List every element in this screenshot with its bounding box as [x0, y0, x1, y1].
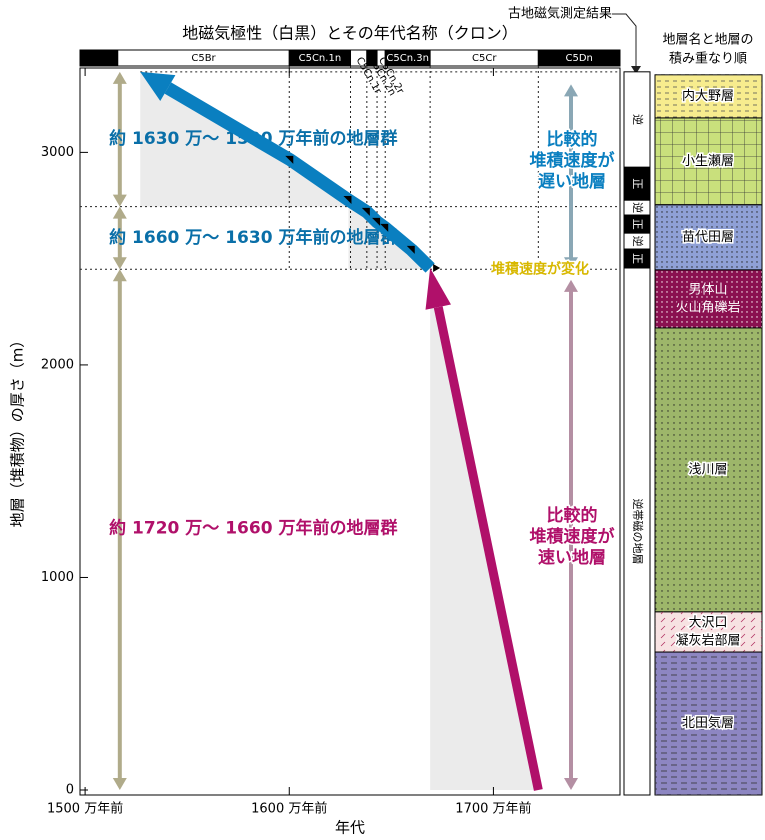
stratum-label: 男体山: [688, 282, 727, 297]
rate-label: 比較的: [547, 129, 598, 150]
rate-label: 速い地層: [538, 547, 606, 568]
x-tick-label: 1500 万年前: [47, 801, 123, 817]
rate-label: 比較的: [547, 505, 598, 526]
polarity-segment: [623, 267, 651, 796]
marker: [406, 245, 415, 254]
stratum-pattern: [655, 327, 762, 612]
stratum-label: 火山角礫岩: [675, 299, 740, 315]
series-line: [433, 306, 543, 791]
rate-arrow-head: [564, 279, 579, 292]
stratum-label: 大沢口: [688, 615, 727, 630]
marker: [380, 223, 389, 232]
stratum-label: 浅川層: [688, 462, 727, 477]
stratum-label: 小生瀬層: [682, 154, 734, 169]
change-label: 堆積速度が変化: [491, 260, 589, 277]
group-label: 約 1720 万〜 1660 万年前の地層群: [109, 518, 397, 539]
strata-title: 地層名と地層の: [662, 32, 753, 48]
marker: [285, 155, 294, 164]
paleomag-title: 古地磁気測定結果: [508, 6, 612, 22]
stratum-label: 北田気層: [682, 715, 734, 731]
y-tick-label: 1000: [41, 570, 74, 585]
leader-head: [631, 66, 641, 74]
stratum-pattern: [655, 117, 762, 205]
group-arrow-head: [112, 194, 127, 207]
stratum-pattern: [655, 611, 762, 653]
plot-frame: [79, 67, 621, 796]
stratum-pattern: [655, 204, 762, 270]
x-tick-label: 1600 万年前: [251, 801, 327, 817]
chron-segment: [537, 49, 621, 67]
stratum-pattern: [655, 269, 762, 328]
arrow-head: [425, 268, 451, 310]
chart-title: 地磁気極性（白黒）とその年代名称（クロン）: [182, 24, 518, 43]
rate-arrow-head: [564, 778, 579, 791]
strata-title: 積み重なり順: [669, 51, 747, 67]
rate-arrow-head: [564, 84, 579, 97]
stratum-pattern: [655, 652, 762, 795]
group-arrow-head: [112, 269, 127, 282]
leader: [612, 13, 637, 68]
x-axis-label: 年代: [335, 819, 365, 837]
stratum-label: 凝灰岩部層: [675, 632, 740, 648]
group-arrow-head: [112, 71, 127, 84]
marker: [361, 207, 370, 216]
y-tick-label: 3000: [41, 145, 74, 160]
polarity-label: 正: [631, 178, 644, 189]
group-arrow-head: [112, 778, 127, 791]
marker: [372, 217, 381, 226]
polarity-label: 逆: [631, 202, 645, 213]
polarity-label: 正: [631, 219, 644, 230]
stratum-pattern: [655, 74, 762, 118]
y-tick-label: 2000: [41, 357, 74, 372]
group-arrow-head: [112, 206, 127, 219]
marker: [343, 195, 352, 204]
chron-label: C5Br: [191, 53, 216, 64]
chron-label: C5Dn: [565, 53, 592, 64]
marker: [433, 264, 441, 273]
arrow-head: [140, 71, 176, 101]
polarity-label: 正: [631, 253, 644, 264]
y-tick-label: 0: [66, 783, 74, 798]
chron-label: C5Cn.1n: [299, 53, 342, 64]
group-arrow-head: [112, 257, 127, 270]
polarity-label: 逆: [631, 236, 645, 247]
rate-arrow-head: [564, 257, 579, 270]
polarity-label: 逆: [631, 114, 645, 125]
rate-label: 遅い地層: [538, 171, 606, 192]
rate-label: 堆積速度が: [530, 526, 615, 547]
chron-label: C5Cn.3n: [386, 53, 429, 64]
chron-segment: [79, 49, 119, 67]
stratum-label: 内大野層: [682, 88, 734, 104]
polarity-label: 逆帯磁の地層: [631, 499, 645, 565]
polarity-segment: [623, 166, 651, 201]
chron-label: C5Cr: [472, 53, 497, 64]
x-tick-label: 1700 万年前: [455, 801, 531, 817]
stratum-label: 苗代田層: [682, 230, 734, 245]
y-axis-label: 地層（堆積物）の厚さ（m）: [9, 333, 27, 528]
rate-label: 堆積速度が: [530, 150, 615, 171]
group-label: 約 1660 万〜 1630 万年前の地層群: [109, 227, 397, 248]
